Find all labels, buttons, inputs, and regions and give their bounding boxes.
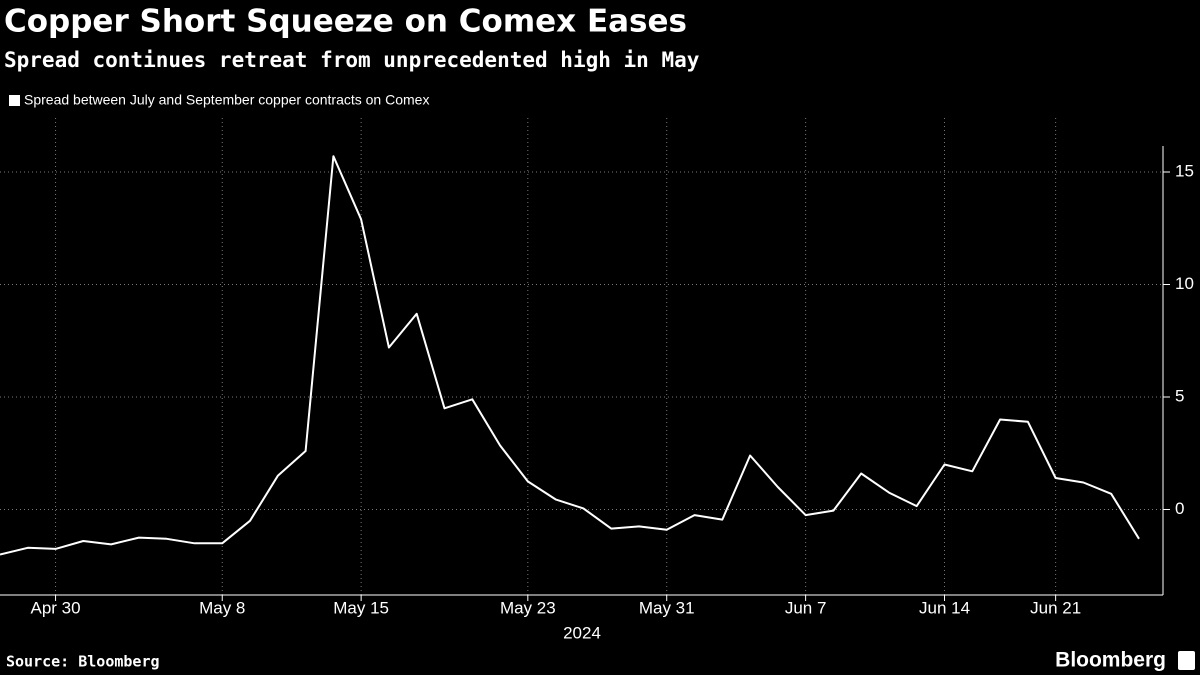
- chart-subtitle: Spread continues retreat from unpreceden…: [4, 48, 700, 72]
- brand: Bloomberg: [1055, 649, 1166, 672]
- chart-title: Copper Short Squeeze on Comex Eases: [4, 4, 687, 40]
- y-tick-label: 0: [1175, 499, 1184, 518]
- x-tick-label: May 15: [333, 598, 389, 617]
- brand-icon: [1178, 651, 1195, 670]
- x-tick-label: Jun 21: [1030, 598, 1081, 617]
- x-axis-label: 2024: [563, 623, 601, 642]
- y-tick-label: 15: [1175, 161, 1194, 180]
- legend-swatch: [9, 95, 20, 106]
- x-tick-label: Apr 30: [31, 598, 81, 617]
- x-tick-label: Jun 7: [785, 598, 827, 617]
- y-tick-label: 5: [1175, 386, 1184, 405]
- y-tick-label: 10: [1175, 274, 1194, 293]
- legend-label: Spread between July and September copper…: [24, 92, 429, 108]
- x-tick-label: May 31: [639, 598, 695, 617]
- source: Source: Bloomberg: [6, 653, 160, 671]
- x-tick-label: May 23: [500, 598, 556, 617]
- x-tick-label: Jun 14: [919, 598, 970, 617]
- line: [0, 155, 1140, 556]
- x-tick-label: May 8: [199, 598, 245, 617]
